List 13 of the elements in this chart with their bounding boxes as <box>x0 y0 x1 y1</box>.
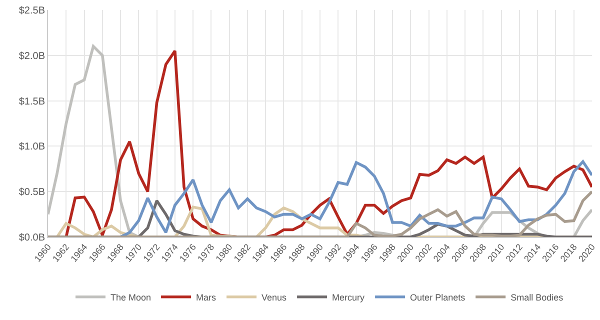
legend-label: Outer Planets <box>410 292 466 302</box>
legend-label: Venus <box>262 292 288 302</box>
y-tick-label: $2.5B <box>18 6 46 16</box>
y-tick-label: $0.0B <box>18 232 46 244</box>
line-series <box>119 160 592 237</box>
y-tick-label: $1.5B <box>18 96 46 108</box>
y-tick-label: $0.5B <box>18 187 46 198</box>
legend-label: Mars <box>196 292 217 302</box>
legend-label: Small Bodies <box>510 292 564 302</box>
y-tick-label: $1.0B <box>18 142 46 153</box>
y-tick-label: $2.0B <box>18 50 46 62</box>
legend-label: Mercury <box>332 292 366 302</box>
legend-label: The Moon <box>110 292 152 302</box>
